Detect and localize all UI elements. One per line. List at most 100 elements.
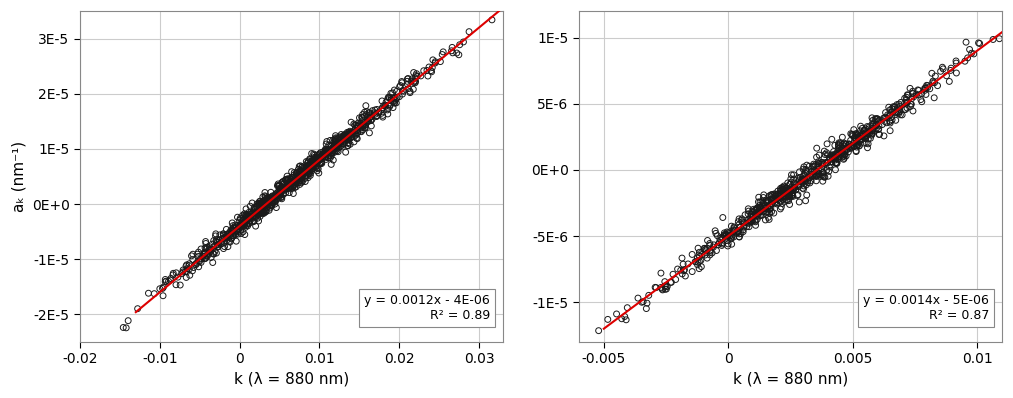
Point <box>310 156 326 162</box>
Point <box>281 180 297 186</box>
Point <box>292 163 308 169</box>
Point <box>181 272 198 279</box>
Point <box>233 224 249 230</box>
Point <box>350 123 367 129</box>
Point <box>773 192 789 199</box>
Point <box>225 232 241 239</box>
Point <box>80 355 96 361</box>
Point <box>241 209 257 215</box>
Point <box>222 239 238 245</box>
Point <box>211 239 227 246</box>
Point <box>317 154 333 160</box>
Point <box>295 169 311 176</box>
Point <box>400 75 416 82</box>
Point <box>259 197 276 203</box>
Point <box>227 225 243 232</box>
Point <box>723 234 739 241</box>
Point <box>328 141 344 148</box>
Point <box>680 261 696 267</box>
Point <box>280 176 296 182</box>
Point <box>254 201 270 208</box>
Point <box>776 185 792 192</box>
Point <box>795 166 811 172</box>
Point <box>327 133 343 139</box>
Point <box>684 268 700 275</box>
Point <box>172 282 188 288</box>
Point <box>407 78 423 84</box>
Point <box>248 203 264 209</box>
Point <box>751 209 767 215</box>
Point <box>823 162 839 168</box>
Point <box>257 207 274 214</box>
Point <box>781 193 797 200</box>
Point <box>852 128 868 134</box>
Point <box>386 100 402 106</box>
Point <box>855 132 871 138</box>
Point <box>407 72 423 79</box>
Point <box>687 259 703 265</box>
Point <box>735 228 752 235</box>
Point <box>745 214 761 220</box>
Point <box>333 135 349 142</box>
Point <box>216 232 232 238</box>
Point <box>914 99 930 105</box>
Point <box>236 221 252 227</box>
Point <box>926 80 942 86</box>
Point <box>331 144 347 150</box>
Point <box>181 266 198 272</box>
Point <box>850 141 866 147</box>
Point <box>848 131 864 137</box>
Point <box>838 146 854 152</box>
Point <box>878 119 894 126</box>
Point <box>223 236 239 242</box>
Point <box>251 209 267 215</box>
Point <box>796 172 812 178</box>
Point <box>300 174 316 181</box>
Point <box>757 205 773 212</box>
Point <box>838 141 854 147</box>
Point <box>257 205 274 211</box>
Point <box>713 234 729 240</box>
Point <box>810 161 827 167</box>
Point <box>225 227 241 233</box>
Point <box>279 186 295 192</box>
Point <box>293 174 309 181</box>
Point <box>304 160 320 166</box>
Point <box>793 181 809 187</box>
Point <box>386 99 402 105</box>
Point <box>327 146 343 152</box>
Point <box>808 154 825 160</box>
Point <box>753 212 769 219</box>
Point <box>312 157 328 163</box>
Point <box>187 261 204 268</box>
Point <box>306 164 322 170</box>
Point <box>307 160 323 166</box>
Point <box>259 201 276 207</box>
Point <box>792 174 808 181</box>
Point <box>899 94 915 100</box>
Point <box>773 193 789 199</box>
Point <box>841 141 857 147</box>
Point <box>829 160 845 166</box>
Point <box>814 163 831 169</box>
Point <box>231 223 247 229</box>
Point <box>278 176 294 183</box>
Point <box>295 171 311 177</box>
Point <box>835 154 851 160</box>
Point <box>424 57 441 63</box>
Point <box>301 168 317 174</box>
Point <box>353 124 369 130</box>
Point <box>658 284 675 290</box>
Point <box>927 73 943 79</box>
Point <box>824 154 840 160</box>
Point <box>217 239 233 246</box>
Point <box>881 118 898 125</box>
Point <box>859 123 875 130</box>
Point <box>748 207 764 213</box>
Point <box>199 253 215 259</box>
Point <box>710 241 726 248</box>
Point <box>361 109 377 116</box>
Point <box>836 155 852 162</box>
Point <box>822 155 838 161</box>
Point <box>786 185 802 191</box>
